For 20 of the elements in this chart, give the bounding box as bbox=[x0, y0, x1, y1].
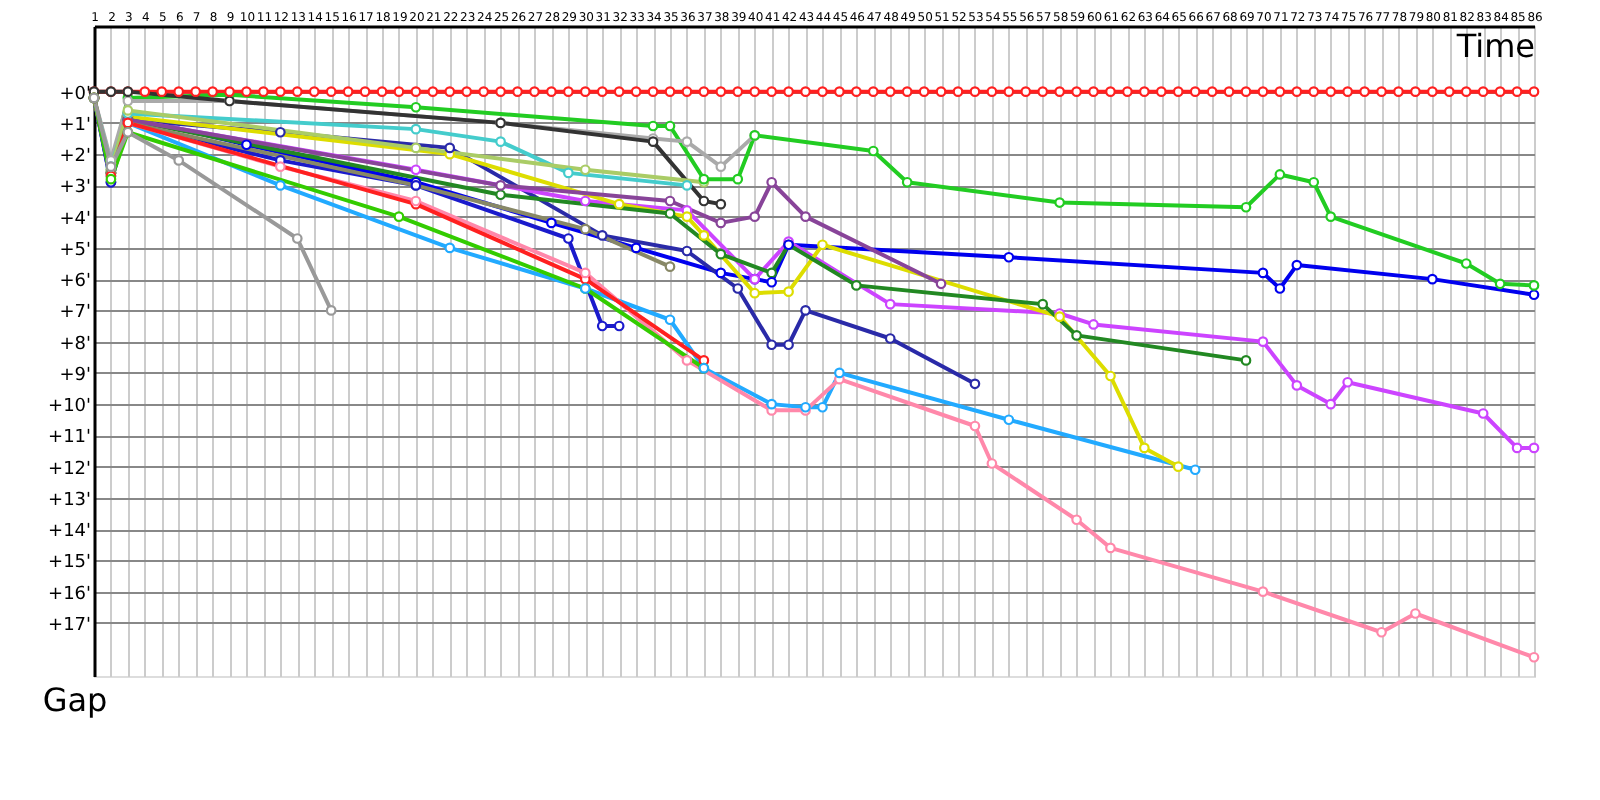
y-axis-title: Gap bbox=[42, 681, 108, 719]
y-tick-label: +13' bbox=[48, 490, 91, 511]
y-tick-label: +7' bbox=[59, 303, 91, 324]
y-tick-label: +12' bbox=[48, 459, 91, 480]
y-tick-label: +9' bbox=[59, 365, 91, 386]
y-tick-label: +16' bbox=[48, 584, 91, 605]
y-tick-label: +4' bbox=[59, 209, 91, 230]
y-tick-label: +17' bbox=[48, 615, 91, 636]
y-tick-label: +8' bbox=[59, 334, 91, 355]
y-tick-label: +1' bbox=[59, 115, 91, 136]
y-tick-label: +3' bbox=[59, 178, 91, 199]
y-tick-label: +11' bbox=[48, 428, 91, 449]
y-tick-label: +15' bbox=[48, 553, 91, 574]
y-tick-label: +0' bbox=[59, 84, 91, 105]
y-tick-label: +10' bbox=[48, 397, 91, 418]
y-tick-label: +2' bbox=[59, 147, 91, 168]
y-tick-label: +14' bbox=[48, 522, 91, 543]
x-axis-title: Time bbox=[1454, 27, 1535, 65]
y-tick-label: +5' bbox=[59, 240, 91, 261]
y-tick-label: +6' bbox=[59, 272, 91, 293]
